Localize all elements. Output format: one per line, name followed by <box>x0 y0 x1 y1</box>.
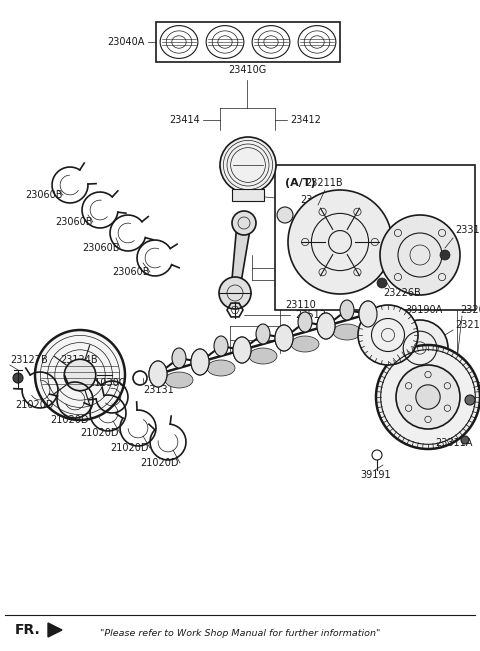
Ellipse shape <box>298 312 312 332</box>
Ellipse shape <box>359 301 377 327</box>
Circle shape <box>358 305 418 365</box>
Text: 21020D: 21020D <box>15 400 53 410</box>
Text: FR.: FR. <box>15 623 41 637</box>
Ellipse shape <box>340 300 354 320</box>
Ellipse shape <box>233 337 251 363</box>
Text: 23060B: 23060B <box>55 217 93 227</box>
Text: 39191: 39191 <box>360 470 391 480</box>
Text: 23127B: 23127B <box>10 355 48 365</box>
Ellipse shape <box>275 325 293 351</box>
Circle shape <box>220 137 276 193</box>
Ellipse shape <box>149 361 167 387</box>
Text: 23060B: 23060B <box>25 190 62 200</box>
Ellipse shape <box>191 349 209 375</box>
Text: 23060B: 23060B <box>112 267 149 277</box>
Ellipse shape <box>249 348 277 364</box>
Ellipse shape <box>275 325 293 351</box>
Circle shape <box>416 385 440 409</box>
Text: 23414: 23414 <box>169 115 200 125</box>
Ellipse shape <box>317 313 335 339</box>
Circle shape <box>288 190 392 294</box>
Ellipse shape <box>317 313 335 339</box>
Circle shape <box>396 365 460 429</box>
Text: 21020D: 21020D <box>80 428 119 438</box>
Circle shape <box>440 250 450 260</box>
Circle shape <box>232 211 256 235</box>
Circle shape <box>377 278 387 288</box>
Text: 23414: 23414 <box>300 195 331 205</box>
Text: 21020D: 21020D <box>110 443 148 453</box>
Circle shape <box>376 345 480 449</box>
Ellipse shape <box>191 349 209 375</box>
Text: "Please refer to Work Shop Manual for further information": "Please refer to Work Shop Manual for fu… <box>100 630 380 639</box>
Text: 23040A: 23040A <box>108 37 145 47</box>
Bar <box>275 165 475 310</box>
Text: (A/T): (A/T) <box>285 178 316 188</box>
Ellipse shape <box>333 324 361 340</box>
Text: 23124B: 23124B <box>60 355 97 365</box>
Circle shape <box>219 277 251 309</box>
Circle shape <box>380 215 460 295</box>
Text: 23412: 23412 <box>290 115 321 125</box>
Ellipse shape <box>214 336 228 356</box>
Text: 23311B: 23311B <box>455 225 480 235</box>
Bar <box>232 189 264 201</box>
Circle shape <box>461 436 469 444</box>
Ellipse shape <box>149 361 167 387</box>
Text: 23510: 23510 <box>345 270 376 280</box>
Circle shape <box>64 359 96 391</box>
Text: 23110: 23110 <box>285 300 316 310</box>
Ellipse shape <box>256 324 270 344</box>
Text: 23131: 23131 <box>143 385 174 395</box>
Ellipse shape <box>207 360 235 376</box>
Ellipse shape <box>165 372 193 388</box>
Text: 23513: 23513 <box>295 310 326 320</box>
Polygon shape <box>48 623 62 637</box>
Ellipse shape <box>220 163 276 171</box>
Text: 23410G: 23410G <box>228 65 266 75</box>
Circle shape <box>13 373 23 383</box>
Text: 23311A: 23311A <box>435 438 472 448</box>
Text: 39190A: 39190A <box>405 305 442 315</box>
Ellipse shape <box>172 348 186 368</box>
Circle shape <box>277 207 293 223</box>
Text: 23060B: 23060B <box>82 243 120 253</box>
Polygon shape <box>231 222 251 294</box>
Ellipse shape <box>291 336 319 352</box>
Text: 23211B: 23211B <box>305 178 343 188</box>
Ellipse shape <box>233 337 251 363</box>
Circle shape <box>392 320 448 376</box>
Text: 23226B: 23226B <box>383 288 421 298</box>
Text: 23212: 23212 <box>455 320 480 330</box>
Circle shape <box>35 330 125 420</box>
Text: 21020D: 21020D <box>50 415 88 425</box>
Text: 21020D: 21020D <box>140 458 179 468</box>
Ellipse shape <box>359 301 377 327</box>
Text: 21030C: 21030C <box>88 378 125 388</box>
Bar <box>156 22 340 62</box>
Text: 59418: 59418 <box>475 382 480 392</box>
Text: 23200B: 23200B <box>460 305 480 315</box>
Circle shape <box>465 395 475 405</box>
